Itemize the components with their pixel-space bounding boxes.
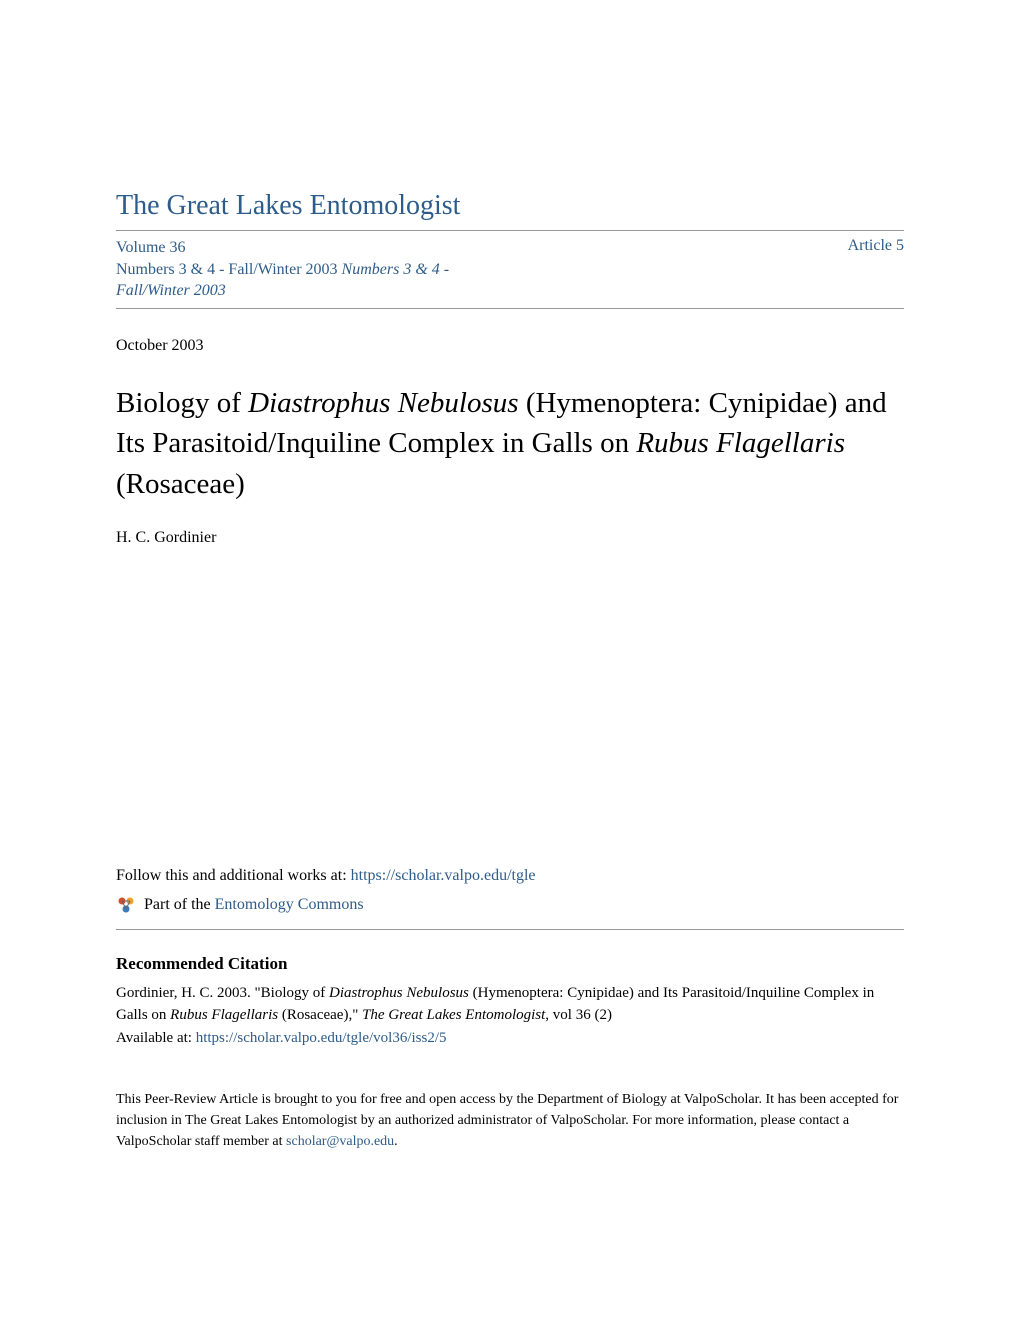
commons-link[interactable]: Entomology Commons (215, 896, 364, 913)
commons-prefix: Part of the (144, 896, 215, 913)
citation-body: Gordinier, H. C. 2003. "Biology of Diast… (116, 982, 904, 1050)
commons-text: Part of the Entomology Commons (144, 896, 364, 914)
follow-prefix: Follow this and additional works at: (116, 867, 351, 884)
spacer (116, 547, 904, 867)
citation-i2: Rubus Flagellaris (170, 1007, 278, 1023)
citation-p1: Gordinier, H. C. 2003. "Biology of (116, 985, 329, 1001)
follow-works: Follow this and additional works at: htt… (116, 867, 904, 885)
volume-info: Volume 36 Numbers 3 & 4 - Fall/Winter 20… (116, 237, 516, 302)
title-part3: (Rosaceae) (116, 468, 245, 500)
title-part1: Biology of (116, 387, 248, 419)
citation-i1: Diastrophus Nebulosus (329, 985, 469, 1001)
citation-available-prefix: Available at: (116, 1030, 196, 1046)
citation-p4: , vol 36 (2) (545, 1007, 612, 1023)
issue-link-part1[interactable]: Numbers 3 & 4 - Fall/Winter 2003 (116, 261, 338, 278)
citation-i3: The Great Lakes Entomologist (362, 1007, 545, 1023)
article-title: Biology of Diastrophus Nebulosus (Hymeno… (116, 383, 904, 505)
article-number[interactable]: Article 5 (848, 237, 904, 255)
network-icon (116, 895, 136, 915)
follow-url[interactable]: https://scholar.valpo.edu/tgle (351, 867, 536, 884)
footer-period: . (394, 1134, 398, 1149)
footer-email[interactable]: scholar@valpo.edu (286, 1134, 394, 1149)
commons-row: Part of the Entomology Commons (116, 895, 904, 915)
footer-body: This Peer-Review Article is brought to y… (116, 1092, 898, 1149)
title-italic2: Rubus Flagellaris (636, 427, 845, 459)
citation-p3: (Rosaceae)," (278, 1007, 362, 1023)
volume-link[interactable]: Volume 36 (116, 239, 185, 256)
citation-header: Recommended Citation (116, 954, 904, 974)
footer-text: This Peer-Review Article is brought to y… (116, 1089, 904, 1152)
divider-mid (116, 308, 904, 309)
citation-url[interactable]: https://scholar.valpo.edu/tgle/vol36/iss… (196, 1030, 447, 1046)
journal-title[interactable]: The Great Lakes Entomologist (116, 190, 904, 222)
author-name: H. C. Gordinier (116, 529, 904, 547)
header-row: Volume 36 Numbers 3 & 4 - Fall/Winter 20… (116, 237, 904, 302)
title-italic1: Diastrophus Nebulosus (248, 387, 518, 419)
divider-citation (116, 929, 904, 930)
divider-top (116, 230, 904, 231)
publication-date: October 2003 (116, 337, 904, 355)
